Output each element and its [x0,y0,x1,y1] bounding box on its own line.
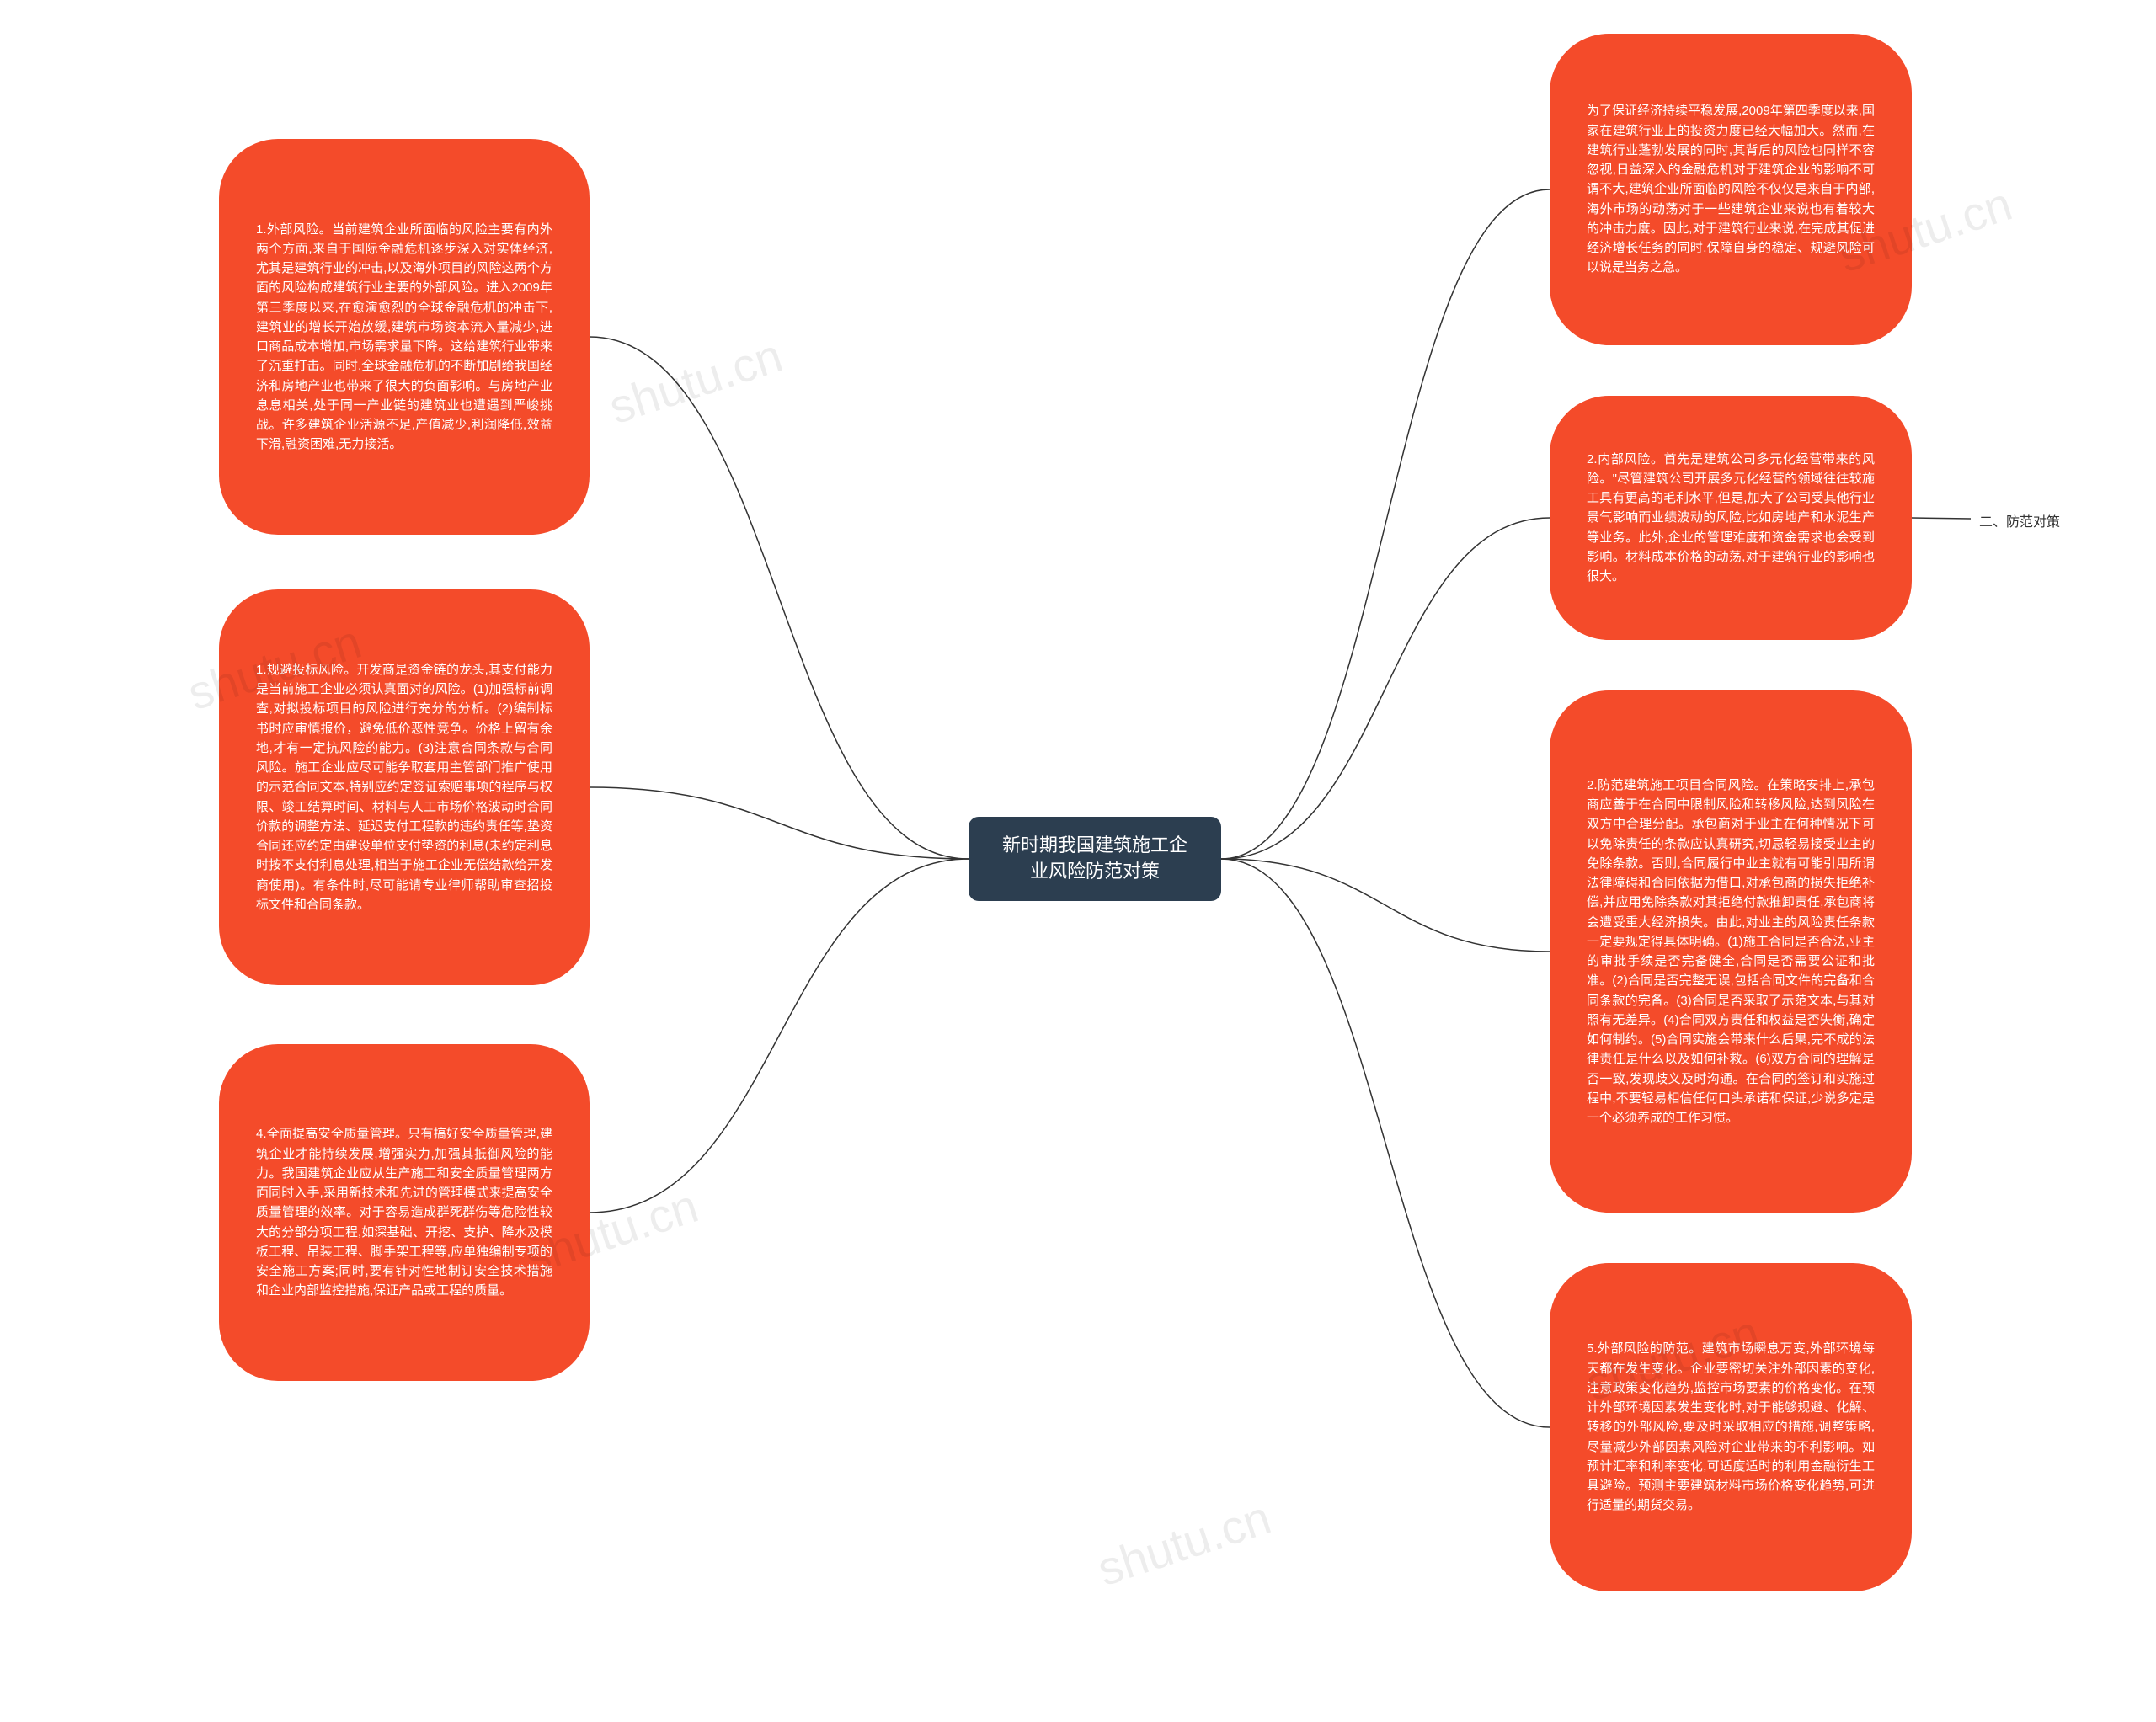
watermark: shutu.cn [1091,1490,1277,1597]
bubble-text-l2: 1.规避投标风险。开发商是资金链的龙头,其支付能力是当前施工企业必须认真面对的风… [256,660,552,914]
center-node: 新时期我国建筑施工企业风险防范对策 [969,817,1221,901]
bubble-text-l3: 4.全面提高安全质量管理。只有搞好安全质量管理,建筑企业才能持续发展,增强实力,… [256,1124,552,1300]
bubble-r1: 为了保证经济持续平稳发展,2009年第四季度以来,国家在建筑行业上的投资力度已经… [1550,34,1912,345]
bubble-text-r2: 2.内部风险。首先是建筑公司多元化经营带来的风险。"尽管建筑公司开展多元化经营的… [1587,450,1875,587]
bubble-r2: 2.内部风险。首先是建筑公司多元化经营带来的风险。"尽管建筑公司开展多元化经营的… [1550,396,1912,640]
center-node-text: 新时期我国建筑施工企业风险防范对策 [995,833,1194,885]
bubble-l1: 1.外部风险。当前建筑企业所面临的风险主要有内外两个方面,来自于国际金融危机逐步… [219,139,590,535]
bubble-text-l1: 1.外部风险。当前建筑企业所面临的风险主要有内外两个方面,来自于国际金融危机逐步… [256,220,552,455]
bubble-r3: 2.防范建筑施工项目合同风险。在策略安排上,承包商应善于在合同中限制风险和转移风… [1550,690,1912,1213]
bubble-text-r4: 5.外部风险的防范。建筑市场瞬息万变,外部环境每天都在发生变化。企业要密切关注外… [1587,1339,1875,1515]
bubble-l2: 1.规避投标风险。开发商是资金链的龙头,其支付能力是当前施工企业必须认真面对的风… [219,589,590,985]
bubble-text-r1: 为了保证经济持续平稳发展,2009年第四季度以来,国家在建筑行业上的投资力度已经… [1587,101,1875,277]
watermark: shutu.cn [602,328,788,434]
bubble-r4: 5.外部风险的防范。建筑市场瞬息万变,外部环境每天都在发生变化。企业要密切关注外… [1550,1263,1912,1591]
side-label-countermeasures: 二、防范对策 [1979,510,2060,530]
bubble-text-r3: 2.防范建筑施工项目合同风险。在策略安排上,承包商应善于在合同中限制风险和转移风… [1587,776,1875,1128]
bubble-l3: 4.全面提高安全质量管理。只有搞好安全质量管理,建筑企业才能持续发展,增强实力,… [219,1044,590,1381]
